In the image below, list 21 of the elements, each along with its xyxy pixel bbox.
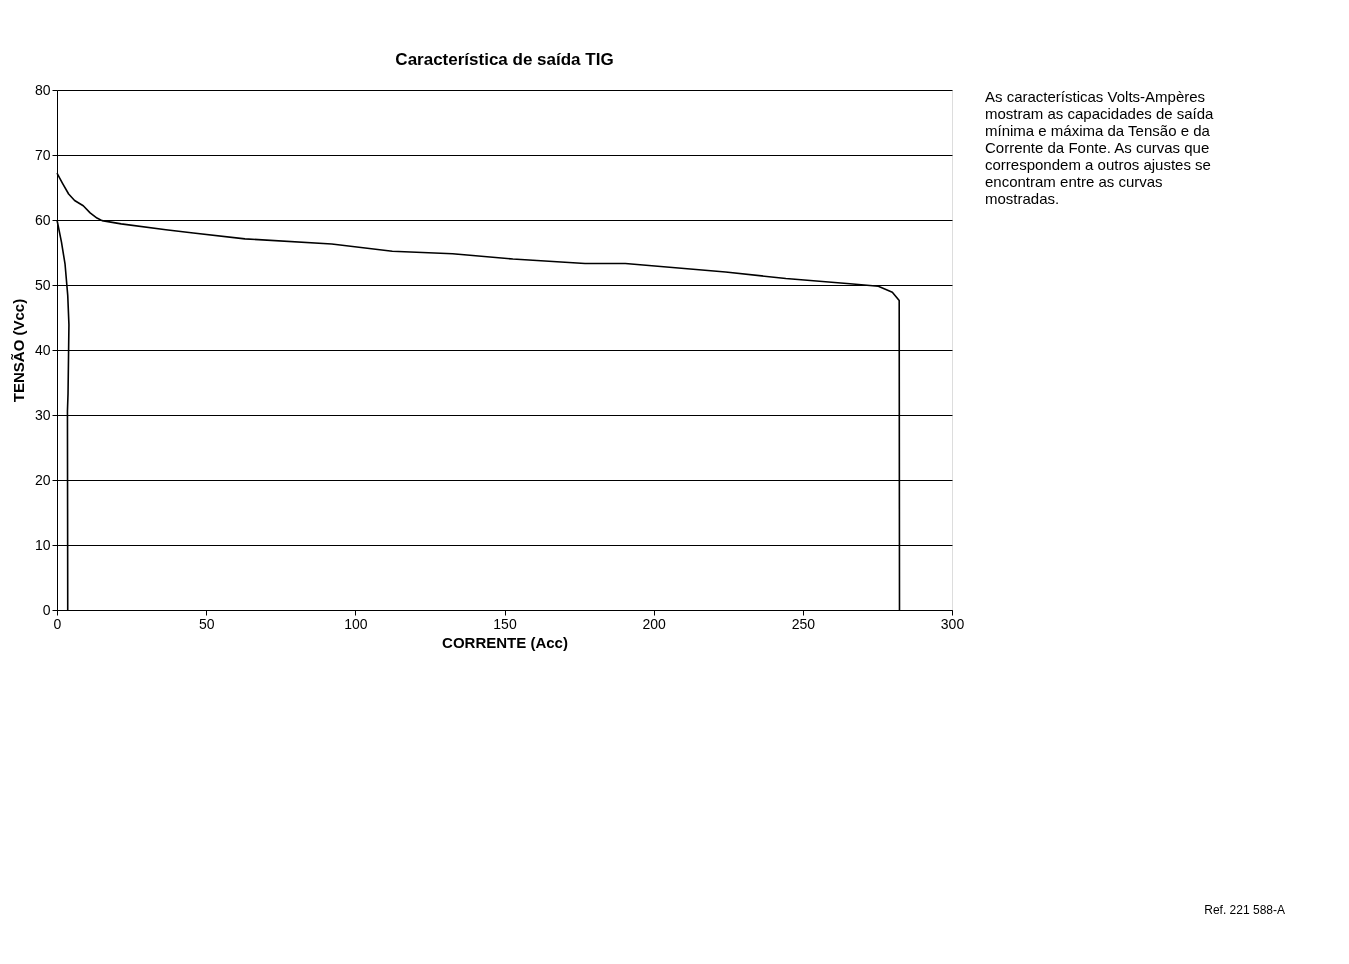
- y-tick-label: 40: [34, 341, 51, 358]
- x-tick-label: 250: [791, 615, 816, 632]
- x-tick-label: 0: [53, 615, 62, 632]
- y-tick-label: 50: [34, 276, 51, 293]
- y-tick-label: 70: [34, 146, 51, 163]
- chart-title: Característica de saída TIG: [395, 50, 614, 69]
- y-tick-label: 0: [42, 601, 51, 618]
- y-tick-label: 10: [34, 536, 51, 553]
- x-tick-label: 300: [940, 615, 965, 632]
- y-tick-label: 30: [34, 406, 51, 423]
- y-axis-title: TENSÃO (Vcc): [9, 298, 27, 403]
- x-tick-label: 50: [198, 615, 215, 632]
- x-tick-label: 150: [493, 615, 517, 632]
- y-tick-label: 60: [34, 211, 51, 228]
- x-tick-label: 100: [344, 615, 368, 632]
- text: Ref. 221 588-A: [1204, 903, 1285, 917]
- y-tick-label: 20: [34, 471, 51, 488]
- y-tick-label: 80: [34, 81, 51, 98]
- x-axis-title: CORRENTE (Acc): [442, 633, 568, 651]
- text: As características Volts-Ampères mostram as capacidades de saída mínima e máxima da Tensão e da Corrente da Fonte. As curvas que correspondem a outros ajustes se encontram entre as curvas mostradas.: [985, 88, 1215, 207]
- x-tick-label: 200: [642, 615, 667, 632]
